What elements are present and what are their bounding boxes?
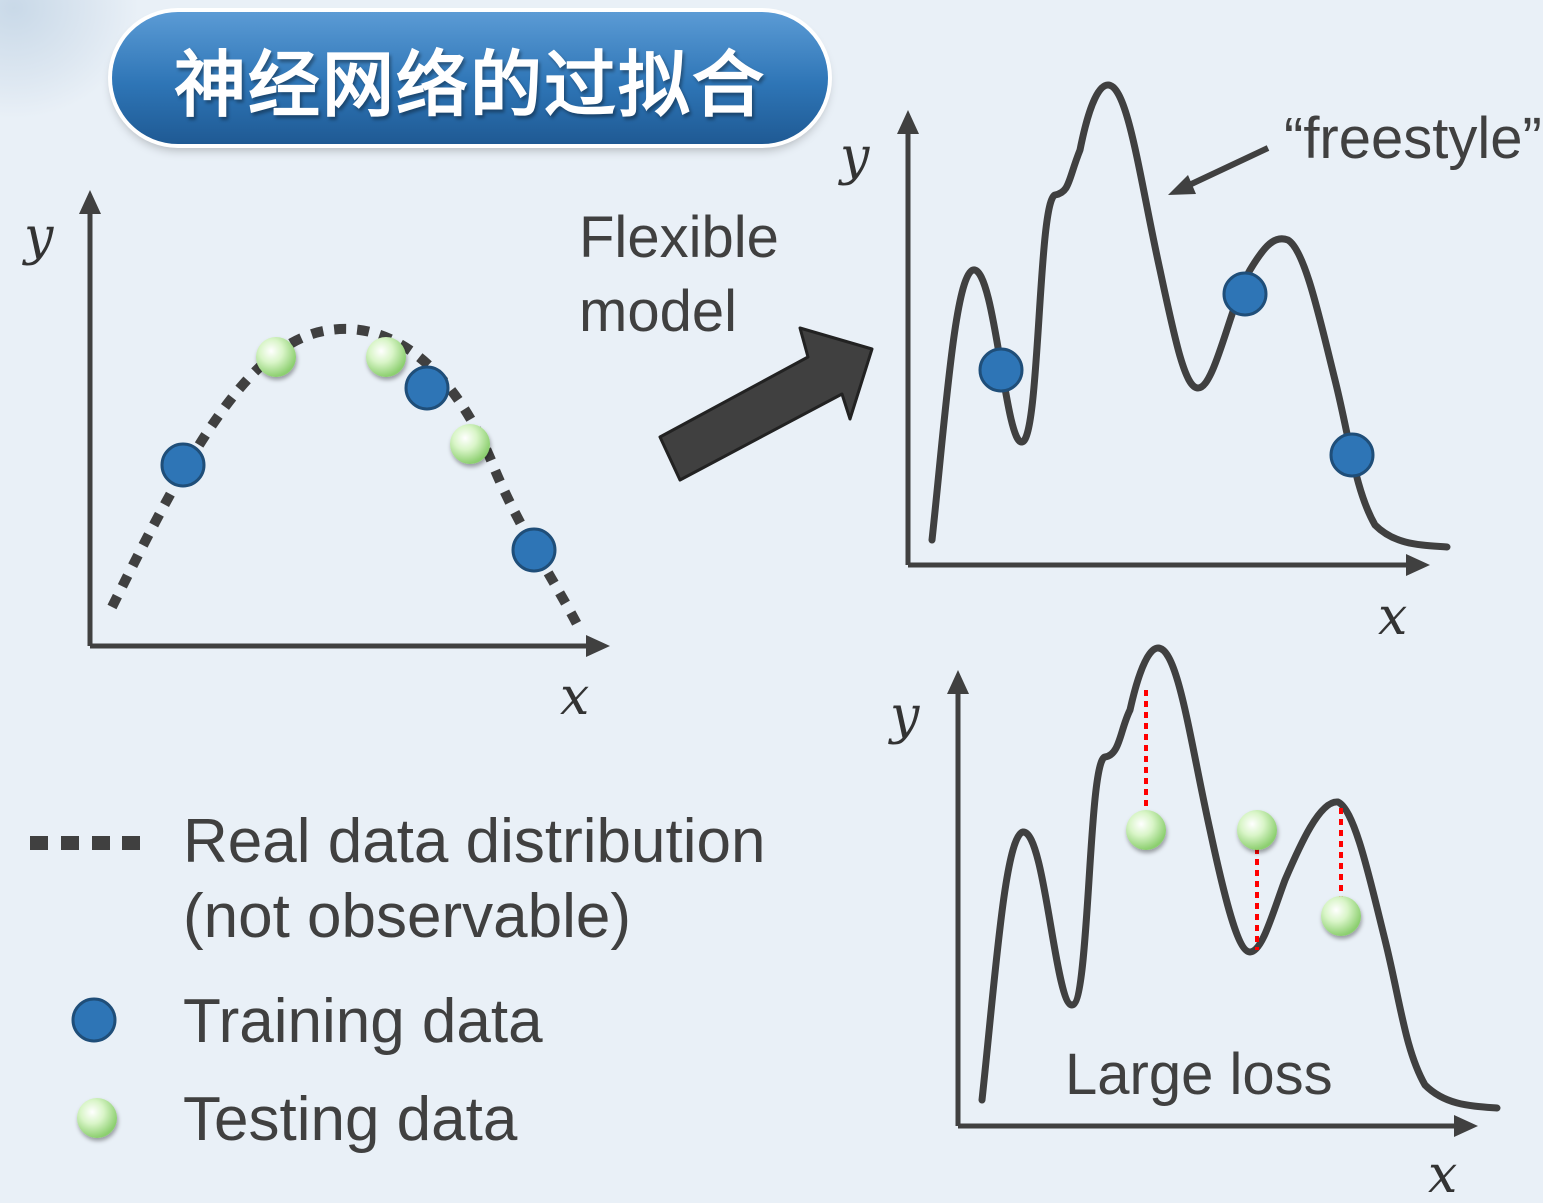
flexible-label-line1: Flexible: [579, 205, 779, 270]
br-x-label: x: [1428, 1145, 1457, 1203]
left-y-label: y: [22, 207, 54, 267]
top-right-plot: y x “freestyle”: [838, 81, 1542, 647]
training-point: [978, 347, 1024, 393]
freestyle-pointer-line: [1183, 145, 1270, 190]
br-y-arrowhead: [947, 670, 969, 694]
legend-dashed-swatch: [30, 836, 140, 850]
training-point: [1222, 271, 1268, 317]
tr-x-label: x: [1378, 587, 1407, 647]
left-plot: y x: [22, 190, 610, 727]
overfit-curve: [978, 644, 1501, 1112]
bottom-right-plot: y x Large loss: [888, 644, 1501, 1203]
left-x-label: x: [560, 667, 589, 727]
title-banner: 神经网络的过拟合: [112, 12, 828, 144]
testing-point: [450, 424, 490, 464]
legend-testing-swatch: [77, 1098, 117, 1138]
freestyle-pointer-head: [1168, 175, 1196, 195]
legend-real-line1: Real data distribution: [183, 807, 765, 876]
training-point: [160, 442, 206, 488]
testing-point: [256, 337, 296, 377]
testing-point: [1126, 810, 1166, 850]
legend: Real data distribution (not observable) …: [30, 807, 765, 1154]
left-y-arrowhead: [79, 190, 101, 214]
tr-y-label: y: [838, 127, 870, 187]
transition-arrow: [658, 326, 874, 482]
testing-point: [1321, 896, 1361, 936]
legend-training-label: Training data: [183, 987, 543, 1056]
training-point: [1329, 432, 1375, 478]
br-y-label: y: [888, 686, 920, 746]
flexible-label-line2: model: [579, 279, 737, 344]
testing-point: [1237, 810, 1277, 850]
training-point: [404, 365, 450, 411]
page-title: 神经网络的过拟合: [173, 42, 766, 127]
tr-x-arrowhead: [1406, 554, 1430, 576]
tr-y-arrowhead: [897, 110, 919, 134]
br-x-arrowhead: [1454, 1115, 1478, 1137]
legend-real-line2: (not observable): [183, 882, 631, 951]
legend-testing-label: Testing data: [183, 1085, 518, 1154]
legend-training-swatch: [71, 997, 117, 1043]
training-point: [511, 527, 557, 573]
freestyle-label: “freestyle”: [1284, 106, 1542, 171]
testing-point: [366, 337, 406, 377]
large-loss-label: Large loss: [1065, 1042, 1333, 1107]
left-x-arrowhead: [586, 635, 610, 657]
